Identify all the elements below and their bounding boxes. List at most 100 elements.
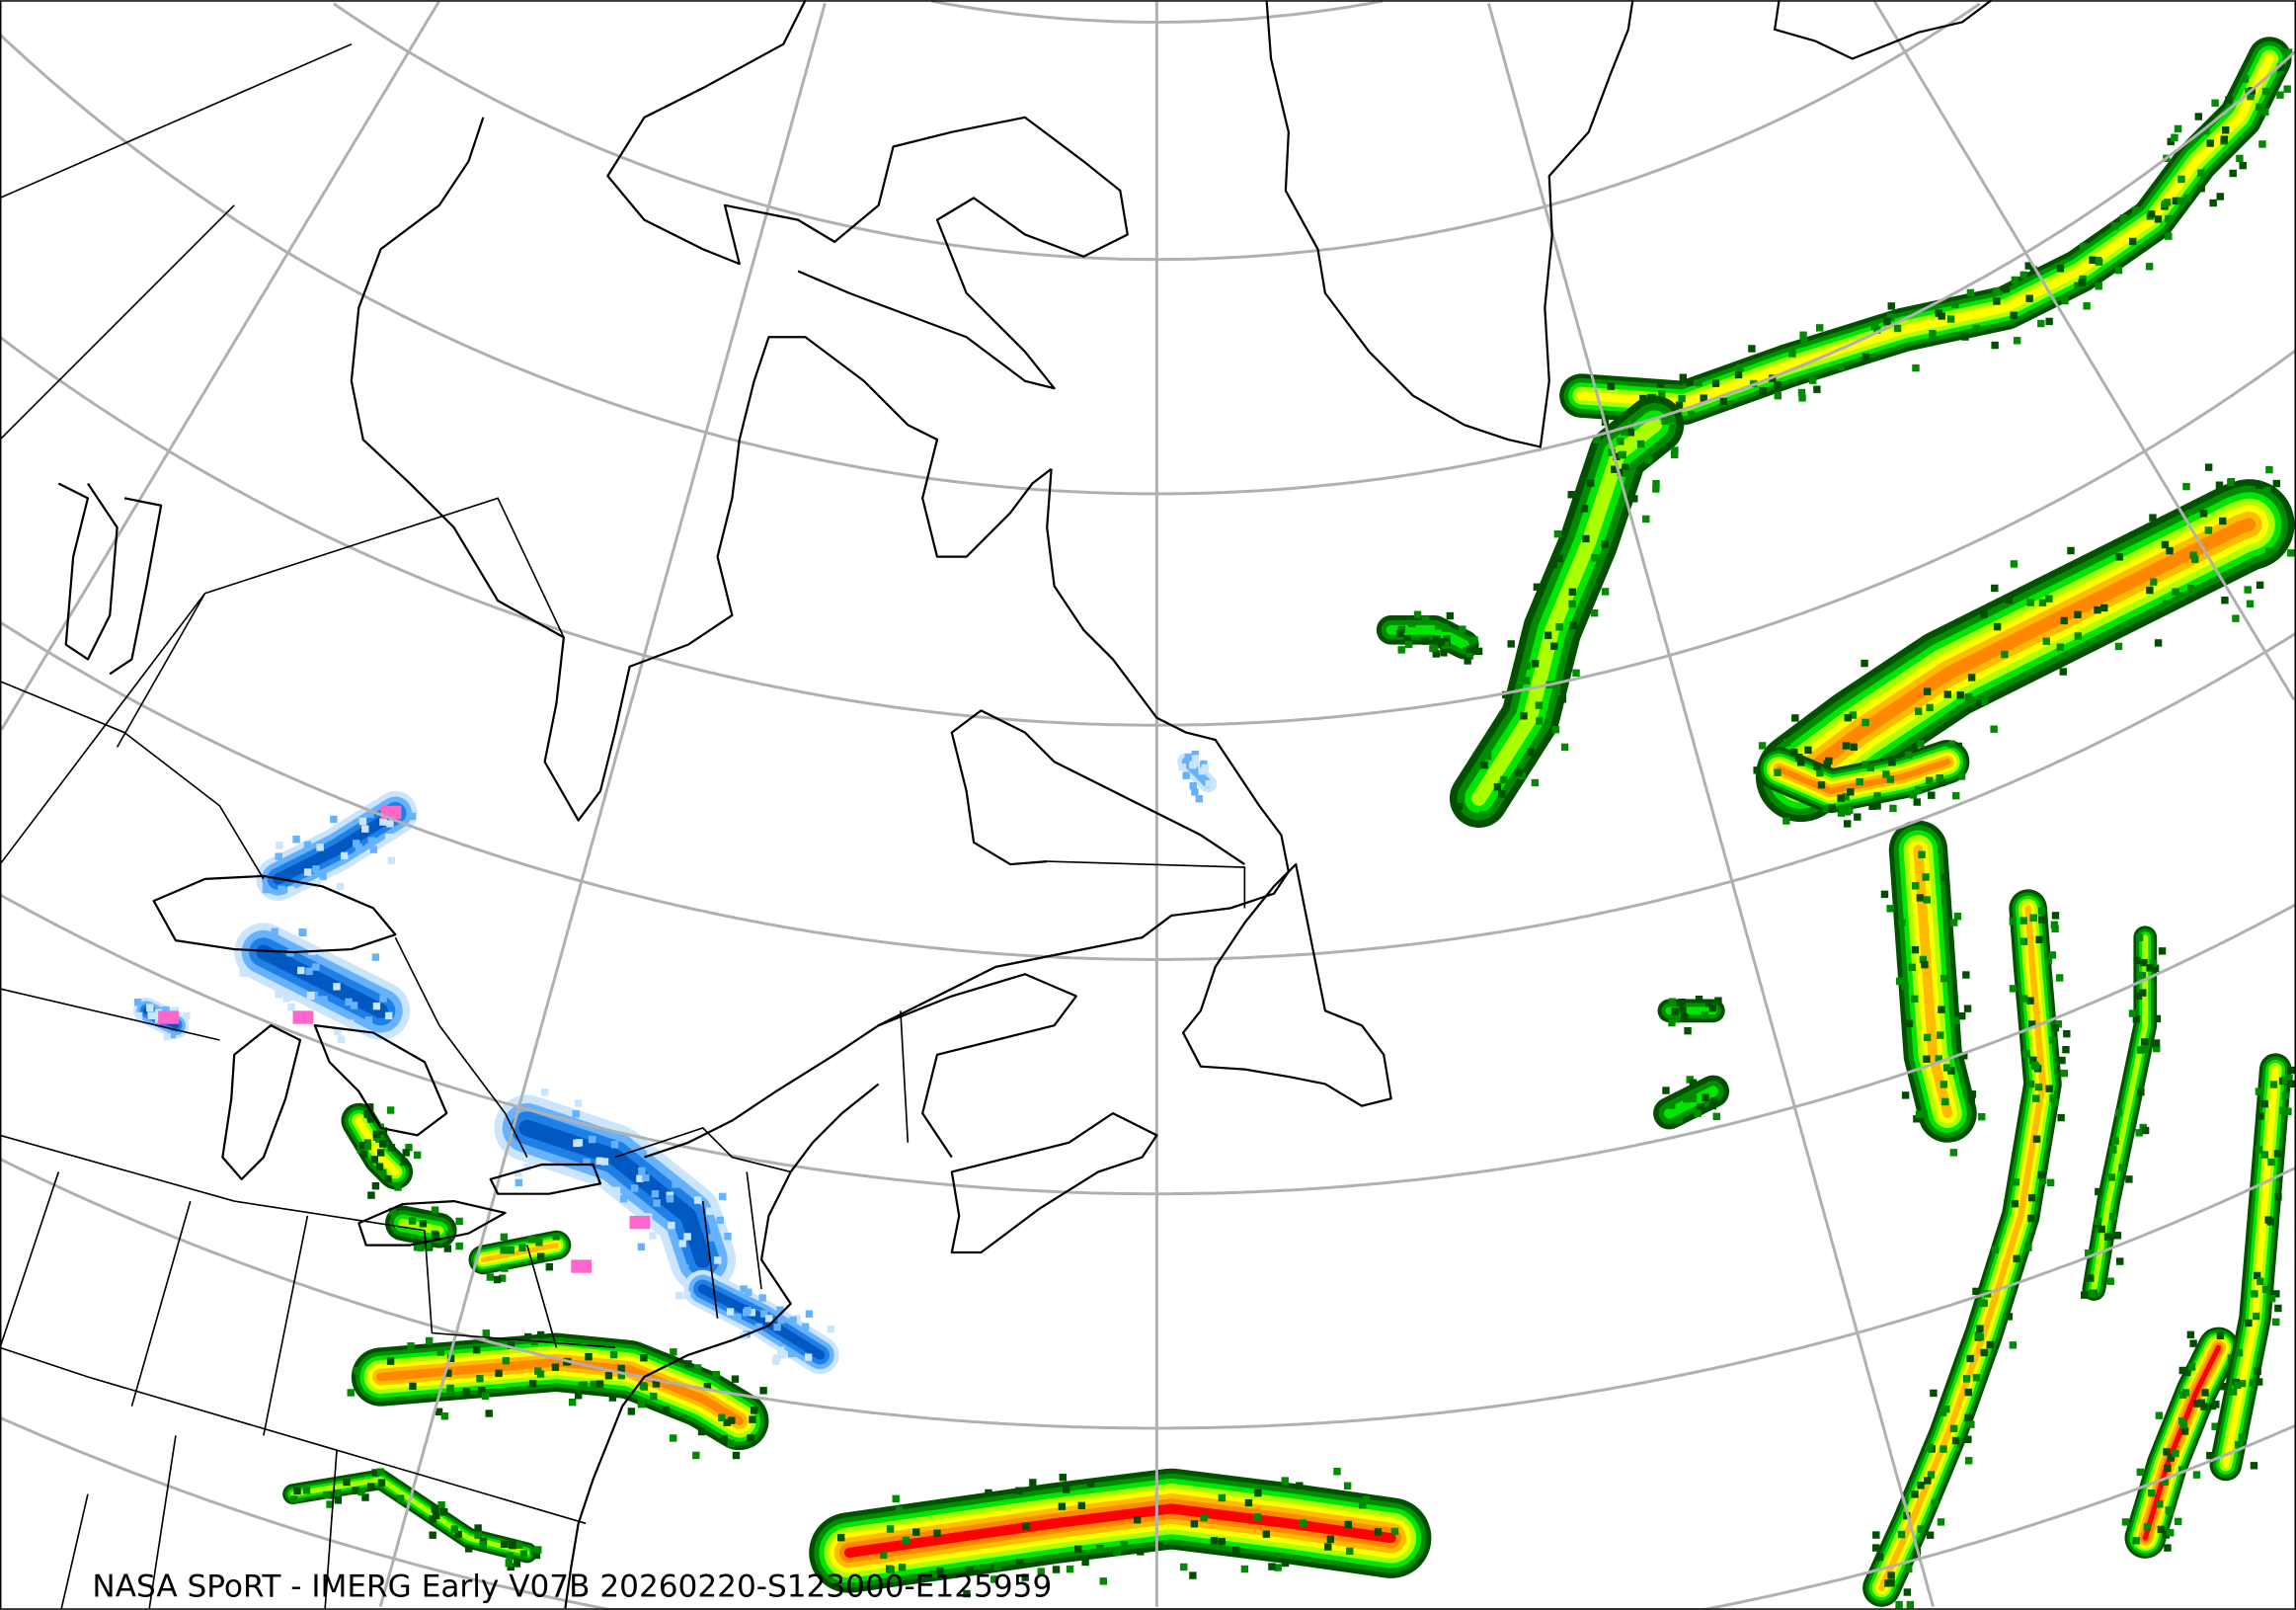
rain-band-southeast-pixel xyxy=(2165,1506,2173,1514)
rain-band-cell-pixel xyxy=(1938,1006,1945,1013)
rain-band-streak-pixel xyxy=(2135,933,2144,941)
rain-patch-pixel xyxy=(1675,1115,1683,1124)
snow-area-quebec-south-pixel xyxy=(514,1168,522,1177)
rain-band-cell-pixel xyxy=(1922,873,1930,881)
rain-band-southeast-pixel xyxy=(2192,1471,2201,1479)
rain-area-mid-atlantic-pixel xyxy=(495,1369,503,1378)
rain-patch-pixel xyxy=(1397,625,1406,634)
rain-band-south-pixel xyxy=(2013,1254,2020,1263)
rain-band-edge-pixel xyxy=(2268,1294,2276,1303)
rain-band-west-pixel xyxy=(1636,440,1645,448)
snow-area-quebec-south-pixel xyxy=(574,1099,583,1107)
rain-band-north-pixel xyxy=(2056,265,2065,273)
snow-area-ontario-pixel xyxy=(386,820,394,828)
rain-area-atlantic-south-pixel xyxy=(1096,1544,1104,1553)
rain-band-southeast-pixel xyxy=(2180,1427,2189,1435)
snow-area-quebec-south xyxy=(518,1119,712,1268)
snow-patch-labrador-pixel xyxy=(1198,772,1207,780)
rain-band-hook-pixel xyxy=(1856,777,1863,786)
rain-band-north-pixel xyxy=(2283,85,2291,93)
rain-band-south-pixel xyxy=(2049,1094,2057,1102)
rain-band-southeast-pixel xyxy=(2211,1422,2219,1430)
rain-area-virginia-pixel xyxy=(334,1496,343,1504)
rain-patch-pixel xyxy=(1708,1101,1717,1110)
rain-band-north-pixel xyxy=(2183,194,2192,202)
snow-area-new-england-pixel xyxy=(773,1323,781,1331)
snow-area-quebec-south-pixel xyxy=(541,1088,549,1096)
rain-band-streak-pixel xyxy=(2114,1109,2123,1117)
rain-band-west-pixel xyxy=(1568,588,1577,596)
rain-band-west-pixel xyxy=(1590,608,1599,617)
rain-area-mid-atlantic-pixel xyxy=(482,1329,490,1337)
rain-band-west-pixel xyxy=(1582,534,1590,543)
rain-band-edge-pixel xyxy=(2251,1290,2258,1298)
snow-area-quebec-south-pixel xyxy=(706,1207,714,1215)
rain-band-south-pixel xyxy=(2011,1199,2019,1208)
rain-band-south-pixel xyxy=(1927,1471,1936,1479)
snow-area-quebec-south-pixel xyxy=(666,1195,674,1203)
rain-patch-pixel xyxy=(1684,1026,1692,1035)
rain-band-south-pixel xyxy=(1966,1354,1974,1363)
snow-patch-west-pixel xyxy=(146,1004,154,1011)
rain-area-mid-atlantic-pixel xyxy=(684,1360,692,1368)
snow-patch-labrador-pixel xyxy=(1195,795,1204,803)
rain-band-streak-pixel xyxy=(2107,1173,2116,1181)
rain-area-atlantic-south-pixel xyxy=(1374,1528,1383,1536)
rain-band-west-pixel xyxy=(1497,790,1506,798)
rain-area-atlantic-south-pixel xyxy=(1081,1558,1089,1567)
rain-band-hook-pixel xyxy=(1915,786,1923,794)
rain-area-atlantic-south-pixel xyxy=(933,1529,941,1538)
rain-band-central-pixel xyxy=(2005,596,2014,604)
snow-patch-west-pixel xyxy=(147,1011,156,1020)
snow-area-ontario-pixel xyxy=(369,845,378,853)
rain-band-west-pixel xyxy=(1493,783,1502,791)
rain-band-south-pixel xyxy=(2030,1061,2039,1070)
rain-area-atlantic-south-pixel xyxy=(1180,1563,1188,1571)
rain-area-pennsylvania-pixel xyxy=(493,1275,502,1284)
rain-band-central-pixel xyxy=(2232,614,2240,622)
snow-area-quebec-south-pixel xyxy=(668,1221,675,1230)
rain-band-streak-pixel xyxy=(2141,1126,2150,1135)
rain-band-south-pixel xyxy=(1871,1544,1880,1552)
rain-band-cell-pixel xyxy=(1958,1011,1966,1020)
rain-band-north-pixel xyxy=(2177,197,2185,205)
snow-area-ontario-pixel xyxy=(303,868,312,876)
rain-band-south-pixel xyxy=(2026,997,2034,1005)
rain-band-west-pixel xyxy=(1623,469,1630,477)
rain-band-southeast-pixel xyxy=(2121,1518,2130,1526)
rain-band-central-pixel xyxy=(2059,668,2067,676)
rain-band-south-pixel xyxy=(2062,1046,2070,1054)
rain-band-west-pixel xyxy=(1591,554,1599,562)
rain-area-erie-pixel xyxy=(388,1207,397,1216)
rain-band-north-pixel xyxy=(1861,353,1870,362)
rain-area-mid-atlantic-pixel xyxy=(718,1413,726,1421)
rain-area-atlantic-south-pixel xyxy=(1015,1559,1024,1567)
rain-patch-pixel xyxy=(1459,625,1466,633)
rain-area-atlantic-south-pixel xyxy=(886,1525,895,1533)
rain-patch-pixel xyxy=(1694,1109,1702,1117)
snow-area-ontario-pixel xyxy=(366,810,374,818)
rain-band-north-pixel xyxy=(2013,337,2021,345)
rain-band-streak-pixel xyxy=(2118,1164,2126,1171)
snow-area-new-england-pixel xyxy=(726,1308,735,1316)
rain-band-north-pixel xyxy=(1991,341,1999,350)
rain-band-south-pixel xyxy=(1939,1409,1947,1416)
rain-band-cell-pixel xyxy=(1918,850,1926,858)
rain-area-mid-atlantic-pixel xyxy=(472,1345,481,1354)
rain-band-central-pixel xyxy=(2190,555,2199,564)
rain-band-hook-pixel xyxy=(1925,776,1934,784)
rain-band-edge-pixel xyxy=(2281,1091,2290,1099)
rain-area-virginia-pixel xyxy=(361,1493,369,1501)
rain-band-southeast-pixel xyxy=(2193,1400,2201,1408)
rain-area-michigan-pixel xyxy=(371,1181,380,1190)
rain-band-southeast-pixel xyxy=(2177,1417,2186,1425)
rain-band-cell-pixel xyxy=(1911,995,1919,1003)
rain-band-edge-pixel xyxy=(2206,1451,2214,1460)
rain-band-streak-pixel xyxy=(2137,1046,2145,1054)
rain-band-southeast-pixel xyxy=(2201,1389,2209,1397)
rain-band-edge-pixel xyxy=(2253,1271,2261,1280)
rain-band-south-pixel xyxy=(2063,1029,2071,1038)
rain-band-central-pixel xyxy=(2146,586,2154,595)
rain-band-west-pixel xyxy=(1652,479,1660,488)
rain-band-southeast-pixel xyxy=(2136,1468,2145,1477)
